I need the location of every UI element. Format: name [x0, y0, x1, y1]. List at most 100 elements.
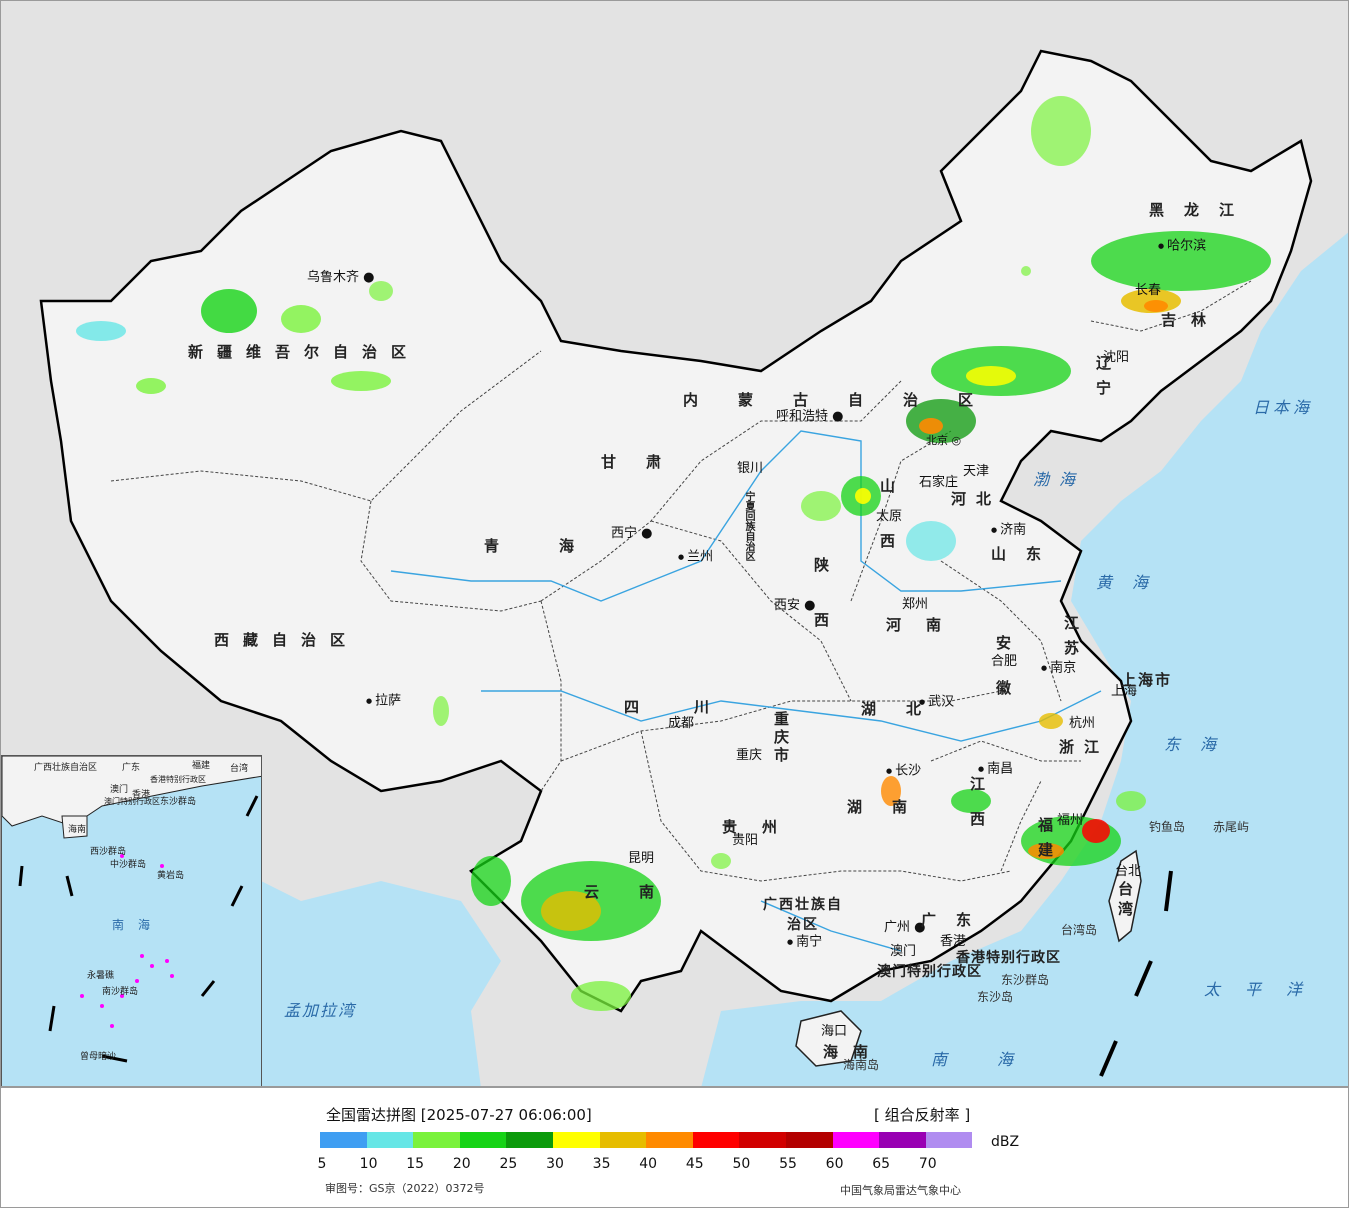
legend-tick-label: 55	[779, 1156, 797, 1172]
radar-map: 乌鲁木齐 ● 拉萨 西宁 ● 兰州 银川 呼和浩特 ● 北京 ◎ 天津 石家庄 …	[0, 0, 1349, 1087]
province-hk: 香港特别行政区	[956, 950, 1061, 966]
city-wuhan: 武汉	[919, 695, 954, 710]
legend-tick-label: 10	[359, 1156, 378, 1172]
sea-huanghai: 黄海	[1096, 573, 1169, 592]
province-macau: 澳门特别行政区	[877, 964, 982, 980]
legend-review-number: 审图号：GS京（2022）0372号	[325, 1182, 485, 1195]
legend-swatch	[599, 1132, 647, 1148]
province-liaoning: 辽宁	[1094, 355, 1112, 405]
province-jiangsu: 江苏	[1062, 615, 1080, 665]
city-shijiazhuang: 石家庄	[919, 475, 959, 490]
city-hangzhou: 杭州	[1069, 716, 1096, 731]
legend-tick-label: 20	[452, 1156, 471, 1172]
province-hainan: 海南	[823, 1043, 884, 1061]
inset-hainan: 海南	[68, 825, 87, 835]
city-jinan: 济南	[991, 523, 1026, 538]
city-changsha: 长沙	[886, 764, 921, 779]
sea-mengjiala: 孟加拉湾	[284, 1001, 357, 1020]
legend-tick-label: 60	[825, 1156, 844, 1172]
city-taiyuan: 太原	[876, 509, 903, 524]
city-nanchang: 南昌	[978, 762, 1013, 777]
province-anhui: 安徽	[994, 635, 1012, 725]
city-lanzhou: 兰州	[678, 550, 713, 565]
hainan-land	[795, 1010, 862, 1067]
city-xian: 西安 ●	[774, 598, 816, 613]
province-hubei: 湖北	[861, 700, 952, 718]
province-henan: 河南	[886, 616, 967, 634]
legend-tick-label: 35	[592, 1156, 611, 1172]
province-zhejiang: 浙江	[1059, 738, 1110, 756]
city-chengdu: 成都	[668, 716, 695, 731]
inset-dongsha: 东沙群岛	[160, 797, 197, 807]
legend-tick-label: 5	[317, 1156, 327, 1172]
legend-product: [ 组合反射率 ]	[874, 1106, 971, 1124]
island-taiwan: 台湾岛	[1061, 923, 1098, 937]
legend-swatch	[459, 1132, 507, 1148]
sea-bohai: 渤海	[1033, 470, 1086, 489]
city-nanjing: 南京	[1041, 661, 1076, 676]
province-hebei: 河北	[951, 490, 1002, 508]
city-zhengzhou: 郑州	[902, 597, 929, 612]
city-chongqing: 重庆	[736, 748, 763, 763]
province-fujian: 福建	[1036, 817, 1054, 867]
city-lhasa: 拉萨	[366, 694, 401, 709]
legend-tick-label: 50	[732, 1156, 751, 1172]
inset-guangdong: 广东	[122, 763, 141, 773]
legend-swatch	[366, 1132, 414, 1148]
province-ningxia: 宁夏回族自治区	[743, 491, 754, 561]
inset-nanhai: 南海	[112, 918, 165, 932]
legend-swatch	[692, 1132, 740, 1148]
province-qinghai: 青海	[484, 537, 635, 555]
province-taiwan: 台湾	[1116, 881, 1134, 921]
city-taipei: 台北	[1115, 864, 1142, 879]
province-chongqing: 重庆市	[772, 711, 790, 765]
province-guangdong: 广东	[921, 911, 992, 929]
province-neimenggu: 内蒙古自治区	[683, 391, 1014, 409]
city-hohhot: 呼和浩特 ●	[776, 409, 844, 424]
province-shandong: 山东	[991, 545, 1062, 563]
province-heilongjiang: 黑龙江	[1149, 201, 1255, 219]
inset-nansha: 南沙群岛	[102, 987, 139, 997]
city-haikou: 海口	[821, 1024, 848, 1039]
legend-swatch	[925, 1132, 973, 1148]
island-dongsha-qundao: 东沙群岛	[1001, 973, 1050, 987]
island-diaoyu: 钓鱼岛	[1149, 820, 1186, 834]
south-china-sea-inset: 广西壮族自治区 广东 福建 台湾 澳门 香港 香港特别行政区 澳门特别行政区 东…	[1, 755, 262, 1086]
inset-huangyan: 黄岩岛	[157, 871, 185, 881]
sea-ribenhai: 日本海	[1253, 398, 1314, 417]
province-hunan: 湖南	[847, 798, 938, 816]
city-shanghai: 上海	[1111, 684, 1138, 699]
city-tianjin: 天津	[963, 464, 990, 479]
legend-tick-label: 45	[685, 1156, 704, 1172]
province-gansu: 甘肃	[601, 453, 692, 471]
city-xining: 西宁 ●	[611, 526, 653, 541]
legend-unit: dBZ	[991, 1134, 1020, 1150]
province-shanghai: 上海市	[1121, 671, 1173, 689]
legend-title: 全国雷达拼图 [2025-07-27 06:06:00]	[326, 1106, 592, 1124]
inset-taiwan: 台湾	[230, 764, 249, 774]
inset-hongkong: 香港	[132, 790, 151, 800]
city-nanning: 南宁	[787, 935, 822, 950]
legend-tick-label: 40	[639, 1156, 658, 1172]
legend-organization: 中国气象局雷达气象中心	[840, 1184, 961, 1197]
legend-swatch	[646, 1132, 693, 1148]
city-yinchuan: 银川	[737, 461, 764, 476]
island-hainan: 海南岛	[843, 1058, 880, 1072]
island-chiwei: 赤尾屿	[1213, 820, 1250, 834]
city-macau: 澳门	[890, 944, 917, 959]
inset-macau-region: 澳门特别行政区	[104, 797, 160, 806]
island-dongsha-dao: 东沙岛	[977, 990, 1014, 1004]
province-guangxi: 广西壮族自治区	[763, 897, 843, 933]
province-sichuan: 四川	[624, 698, 765, 716]
province-guizhou: 贵州	[722, 818, 803, 836]
inset-canvas	[2, 756, 261, 1063]
city-kunming: 昆明	[628, 851, 655, 866]
city-fuzhou: 福州	[1057, 813, 1084, 828]
legend-tick-label: 15	[406, 1156, 425, 1172]
province-shaanxi: 陕西	[812, 557, 830, 667]
legend-swatch	[506, 1132, 553, 1148]
sea-donghai: 东海	[1164, 735, 1237, 754]
legend-tick-label: 65	[872, 1156, 891, 1172]
legend-tick-label: 25	[499, 1156, 518, 1172]
legend-swatch	[785, 1132, 833, 1148]
